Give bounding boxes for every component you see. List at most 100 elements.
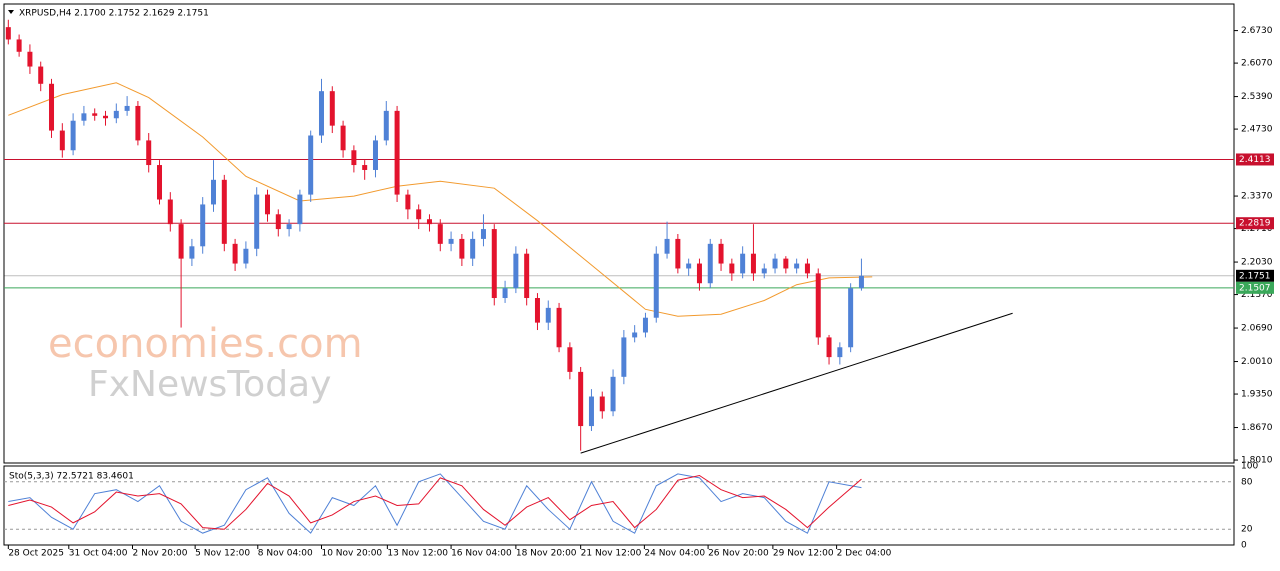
candle-body (254, 194, 260, 249)
level-label: 2.2819 (1239, 219, 1271, 229)
candle-body (675, 238, 681, 269)
y-tick-label: 80 (1241, 477, 1253, 487)
candle-body (27, 51, 33, 67)
candle-body (567, 347, 573, 372)
x-tick-label: 28 Oct 2025 (8, 549, 64, 559)
candle-body (524, 253, 530, 299)
x-tick-label: 2 Dec 04:00 (837, 549, 892, 559)
x-tick-label: 5 Nov 12:00 (195, 549, 250, 559)
candle-body (70, 120, 76, 151)
candle-body (189, 246, 195, 259)
candle-body (426, 219, 432, 225)
candle-body (286, 224, 292, 230)
candle-body (232, 243, 238, 264)
y-tick-label: 2.3370 (1241, 192, 1273, 202)
candle-body (837, 347, 843, 358)
y-tick-label: 2.1370 (1241, 290, 1273, 300)
candle-body (146, 140, 152, 166)
candle-body (772, 258, 778, 269)
candle-body (221, 179, 227, 244)
level-tag (1236, 217, 1274, 230)
x-tick-label: 21 Nov 12:00 (581, 549, 642, 559)
x-tick-label: 13 Nov 12:00 (387, 549, 448, 559)
candle-body (578, 371, 584, 427)
candle-body (642, 317, 648, 333)
y-tick-label: 2.4730 (1241, 125, 1273, 135)
candle-body (210, 179, 216, 205)
candle-body (556, 307, 562, 348)
candle-body (653, 253, 659, 318)
level-label: 2.1751 (1239, 271, 1271, 281)
candle-body (81, 113, 87, 121)
candle-body (329, 91, 335, 126)
x-tick-label: 31 Oct 04:00 (69, 549, 128, 559)
level-label: 2.4113 (1239, 155, 1271, 165)
y-tick-label: 2.6070 (1241, 59, 1273, 69)
candle-body (480, 229, 486, 239)
x-tick-label: 2 Nov 20:00 (133, 549, 188, 559)
candle-body (362, 165, 368, 170)
y-tick-label: 2.6730 (1241, 26, 1273, 36)
candle-body (664, 238, 670, 254)
y-tick-label: 2.0690 (1241, 324, 1273, 334)
candle-body (340, 125, 346, 151)
candle-body (815, 273, 821, 338)
candle-body (718, 243, 724, 264)
candle-body (113, 110, 119, 119)
candle-body (794, 263, 800, 269)
main-frame (3, 3, 1235, 464)
candle-body (16, 39, 22, 52)
y-tick-label: 1.8670 (1241, 423, 1273, 433)
candle-body (502, 288, 508, 299)
candle-body (545, 307, 551, 323)
candle-body (318, 91, 324, 136)
candle-body (394, 110, 400, 195)
candle-body (826, 337, 832, 358)
candle-body (599, 396, 605, 412)
candle-body (49, 83, 55, 131)
candle-body (383, 110, 389, 141)
candle-body (405, 194, 411, 210)
x-tick-label: 16 Nov 04:00 (451, 549, 512, 559)
candle-body (740, 253, 746, 274)
candle-body (448, 238, 454, 244)
candle-body (729, 263, 735, 274)
y-tick-label: 1.8010 (1241, 456, 1273, 466)
candle-body (632, 332, 638, 338)
level-tag (1236, 281, 1274, 294)
candle-body (470, 238, 476, 259)
chart-title: XRPUSD,H4 2.1700 2.1752 2.1629 2.1751 (19, 9, 209, 19)
x-tick-label: 18 Nov 20:00 (516, 549, 577, 559)
x-tick-label: 10 Nov 20:00 (321, 549, 382, 559)
candle-body (491, 229, 497, 299)
candle-body (38, 66, 44, 84)
candle-body (92, 113, 98, 116)
candle-body (275, 214, 281, 230)
candle-body (372, 140, 378, 170)
x-tick-label: 26 Nov 20:00 (708, 549, 769, 559)
candle-body (686, 263, 692, 269)
y-tick-label: 0 (1241, 541, 1247, 551)
x-tick-label: 24 Nov 04:00 (644, 549, 705, 559)
candle-body (696, 263, 702, 284)
watermark: economies.com (48, 321, 363, 367)
candle-body (351, 150, 357, 166)
candle-body (761, 268, 767, 274)
oscillator-line (8, 473, 862, 534)
y-tick-label: 100 (1241, 462, 1258, 472)
oscillator-line (8, 474, 862, 530)
candle-body (534, 298, 540, 323)
candle-body (200, 204, 206, 247)
candle-body (167, 199, 173, 225)
candle-body (858, 275, 864, 289)
candle-body (59, 130, 65, 151)
candle-body (5, 27, 11, 40)
candle-body (459, 238, 465, 259)
x-tick-label: 29 Nov 12:00 (773, 549, 834, 559)
menu-arrow[interactable] (8, 10, 14, 14)
candle-body (588, 396, 594, 427)
y-tick-label: 2.0010 (1241, 357, 1273, 367)
level-tag (1236, 269, 1274, 282)
candle-body (848, 288, 854, 348)
